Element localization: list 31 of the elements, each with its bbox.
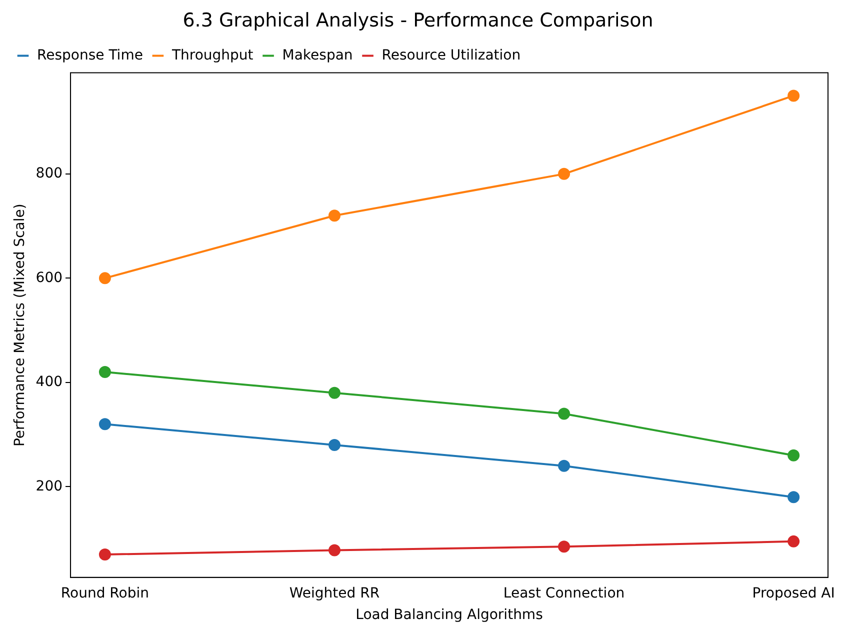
point [788,90,800,102]
point [788,449,800,462]
y-tick-label: 200 [36,478,63,494]
point [98,418,111,430]
legend-label: Throughput [170,47,254,64]
legend-label: Makespan [282,47,353,64]
point [328,386,340,399]
point [328,438,340,451]
y-axis-title: Performance Metrics (Mixed Scale) [12,204,28,447]
point [788,535,800,548]
point [98,272,111,284]
point [558,168,570,180]
x-tick-label: Proposed AI [752,585,835,602]
point [558,540,570,553]
y-tick-label: 600 [36,270,63,286]
x-tick-label: Weighted RR [289,585,380,602]
x-axis-title: Load Balancing Algorithms [356,607,543,624]
y-tick-label: 800 [36,166,63,182]
x-tick-label: Round Robin [60,585,149,602]
point [98,548,111,560]
chart-title: 6.3 Graphical Analysis - Performance Comparison [182,9,654,32]
x-tick-label: Least Connection [503,585,625,602]
legend-label: Resource Utilization [382,47,521,64]
point [98,366,111,378]
y-tick-label: 400 [36,374,63,390]
point [558,460,570,472]
point [558,408,570,420]
point [788,491,800,504]
point [328,210,340,222]
legend-label: Response Time [37,47,143,64]
point [328,544,340,556]
